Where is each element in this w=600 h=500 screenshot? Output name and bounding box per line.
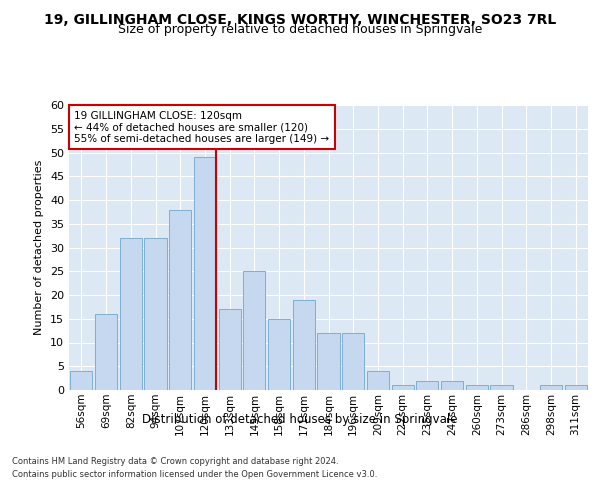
Bar <box>466 385 488 390</box>
Bar <box>70 371 92 390</box>
Text: Distribution of detached houses by size in Springvale: Distribution of detached houses by size … <box>142 412 458 426</box>
Bar <box>218 309 241 390</box>
Bar <box>367 371 389 390</box>
Bar <box>416 380 439 390</box>
Bar <box>119 238 142 390</box>
Bar <box>490 385 512 390</box>
Text: Contains HM Land Registry data © Crown copyright and database right 2024.: Contains HM Land Registry data © Crown c… <box>12 458 338 466</box>
Bar <box>342 333 364 390</box>
Bar <box>95 314 117 390</box>
Bar <box>293 300 315 390</box>
Text: Size of property relative to detached houses in Springvale: Size of property relative to detached ho… <box>118 22 482 36</box>
Bar <box>194 158 216 390</box>
Bar <box>145 238 167 390</box>
Text: 19, GILLINGHAM CLOSE, KINGS WORTHY, WINCHESTER, SO23 7RL: 19, GILLINGHAM CLOSE, KINGS WORTHY, WINC… <box>44 12 556 26</box>
Text: 19 GILLINGHAM CLOSE: 120sqm
← 44% of detached houses are smaller (120)
55% of se: 19 GILLINGHAM CLOSE: 120sqm ← 44% of det… <box>74 110 329 144</box>
Bar <box>441 380 463 390</box>
Bar <box>169 210 191 390</box>
Bar <box>243 271 265 390</box>
Text: Contains public sector information licensed under the Open Government Licence v3: Contains public sector information licen… <box>12 470 377 479</box>
Bar <box>317 333 340 390</box>
Bar <box>540 385 562 390</box>
Bar <box>392 385 414 390</box>
Bar <box>565 385 587 390</box>
Bar <box>268 319 290 390</box>
Y-axis label: Number of detached properties: Number of detached properties <box>34 160 44 335</box>
